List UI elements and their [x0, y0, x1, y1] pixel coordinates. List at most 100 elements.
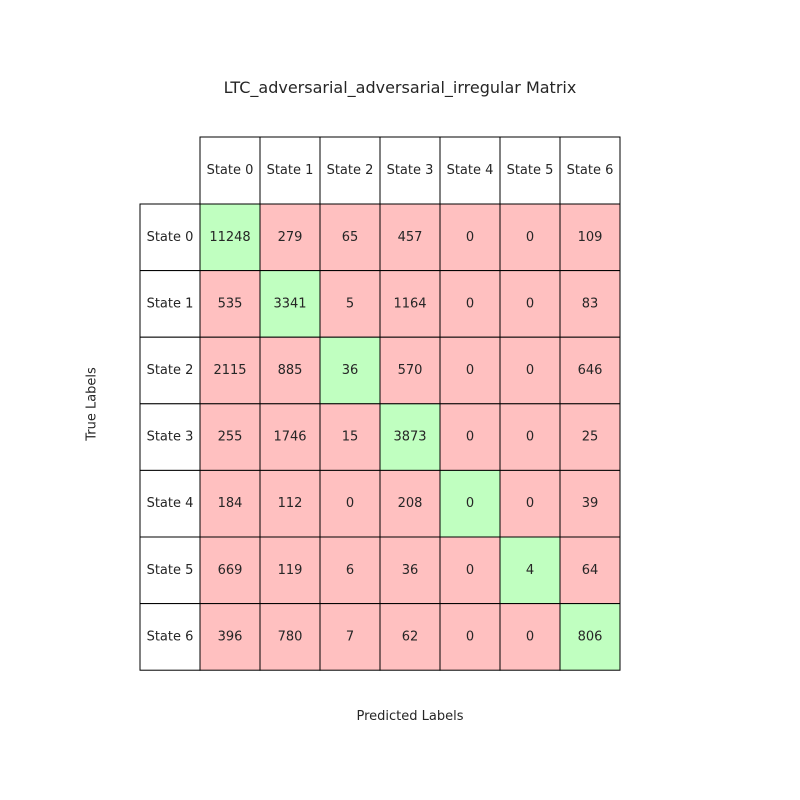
off-diagonal-cell: [199, 403, 261, 471]
off-diagonal-cell: [319, 536, 381, 605]
row-header-label: State 4: [147, 496, 194, 511]
row-header-label: State 5: [147, 563, 194, 578]
cell-value-label: 885: [278, 363, 303, 378]
off-diagonal-cell: [499, 403, 561, 471]
cell-value-label: 83: [582, 296, 599, 311]
cell-value-label: 457: [398, 230, 423, 245]
cell-value-label: 5: [346, 296, 354, 311]
cell-value-label: 806: [578, 629, 603, 644]
off-diagonal-cell: [439, 203, 501, 272]
row-header-label: State 1: [147, 296, 194, 311]
cell-value-label: 0: [526, 296, 534, 311]
row-header-cell: [139, 336, 201, 405]
matrix-labels: State 0 State 1 State 2 State 3 State 4 State…: [147, 163, 614, 644]
off-diagonal-cell: [319, 203, 381, 272]
row-header-cell: [139, 203, 201, 272]
off-diagonal-cell: [439, 336, 501, 405]
x-axis-label: Predicted Labels: [356, 709, 464, 724]
column-header-cell: [439, 136, 501, 205]
cell-value-label: 0: [526, 430, 534, 445]
off-diagonal-cell: [199, 336, 261, 405]
column-header-label: State 4: [447, 163, 494, 178]
row-header-label: State 3: [147, 430, 194, 445]
column-header-label: State 5: [507, 163, 554, 178]
off-diagonal-cell: [379, 336, 441, 405]
cell-value-label: 669: [218, 563, 243, 578]
cell-value-label: 119: [278, 563, 303, 578]
y-axis-label: True Labels: [84, 367, 100, 441]
cell-value-label: 208: [398, 496, 423, 511]
cell-value-label: 36: [402, 563, 419, 578]
cell-value-label: 0: [526, 629, 534, 644]
cell-value-label: 3341: [273, 296, 306, 311]
cell-value-label: 64: [582, 563, 599, 578]
cell-value-label: 6: [346, 563, 354, 578]
cell-value-label: 15: [342, 430, 359, 445]
row-header-label: State 0: [147, 230, 194, 245]
off-diagonal-cell: [499, 603, 561, 671]
off-diagonal-cell: [559, 270, 621, 338]
column-header-label: State 0: [207, 163, 254, 178]
cell-value-label: 1164: [393, 296, 426, 311]
off-diagonal-cell: [379, 203, 441, 272]
row-header-cell: [139, 536, 201, 605]
cell-value-label: 25: [582, 430, 599, 445]
cell-value-label: 39: [582, 496, 599, 511]
off-diagonal-cell: [259, 536, 321, 605]
cell-value-label: 0: [466, 430, 474, 445]
off-diagonal-cell: [439, 403, 501, 471]
cell-value-label: 65: [342, 230, 359, 245]
cell-value-label: 36: [342, 363, 359, 378]
row-header-label: State 6: [147, 629, 194, 644]
diagonal-cell: [319, 336, 381, 405]
off-diagonal-cell: [439, 603, 501, 671]
cell-value-label: 0: [466, 629, 474, 644]
off-diagonal-cell: [379, 469, 441, 538]
cell-value-label: 0: [526, 230, 534, 245]
off-diagonal-cell: [319, 603, 381, 671]
cell-value-label: 0: [466, 563, 474, 578]
diagonal-cell: [379, 403, 441, 471]
off-diagonal-cell: [199, 469, 261, 538]
off-diagonal-cell: [439, 536, 501, 605]
cell-value-label: 780: [278, 629, 303, 644]
cell-value-label: 1746: [273, 430, 306, 445]
cell-value-label: 396: [218, 629, 243, 644]
off-diagonal-cell: [559, 536, 621, 605]
diagonal-cell: [499, 536, 561, 605]
cell-value-label: 62: [402, 629, 419, 644]
cell-value-label: 184: [218, 496, 243, 511]
off-diagonal-cell: [319, 469, 381, 538]
column-header-cell: [499, 136, 561, 205]
cell-value-label: 3873: [393, 430, 426, 445]
off-diagonal-cell: [259, 469, 321, 538]
column-header-cell: [559, 136, 621, 205]
off-diagonal-cell: [379, 536, 441, 605]
column-header-label: State 2: [327, 163, 374, 178]
off-diagonal-cell: [499, 270, 561, 338]
cell-value-label: 2115: [213, 363, 246, 378]
off-diagonal-cell: [559, 336, 621, 405]
cell-value-label: 0: [466, 496, 474, 511]
cell-value-label: 112: [278, 496, 303, 511]
column-header-label: State 1: [267, 163, 314, 178]
row-header-cell: [139, 403, 201, 471]
cell-value-label: 0: [466, 363, 474, 378]
chart-title: LTC_adversarial_adversarial_irregular Ma…: [223, 78, 577, 97]
diagonal-cell: [199, 203, 261, 272]
cell-value-label: 535: [218, 296, 243, 311]
row-header-label: State 2: [147, 363, 194, 378]
cell-value-label: 0: [466, 296, 474, 311]
cell-value-label: 109: [578, 230, 603, 245]
cell-value-label: 0: [466, 230, 474, 245]
cell-value-label: 570: [398, 363, 423, 378]
off-diagonal-cell: [559, 403, 621, 471]
off-diagonal-cell: [259, 403, 321, 471]
diagonal-cell: [259, 270, 321, 338]
off-diagonal-cell: [499, 469, 561, 538]
cell-value-label: 646: [578, 363, 603, 378]
diagonal-cell: [559, 603, 621, 671]
cell-value-label: 4: [526, 563, 534, 578]
row-header-cell: [139, 603, 201, 671]
